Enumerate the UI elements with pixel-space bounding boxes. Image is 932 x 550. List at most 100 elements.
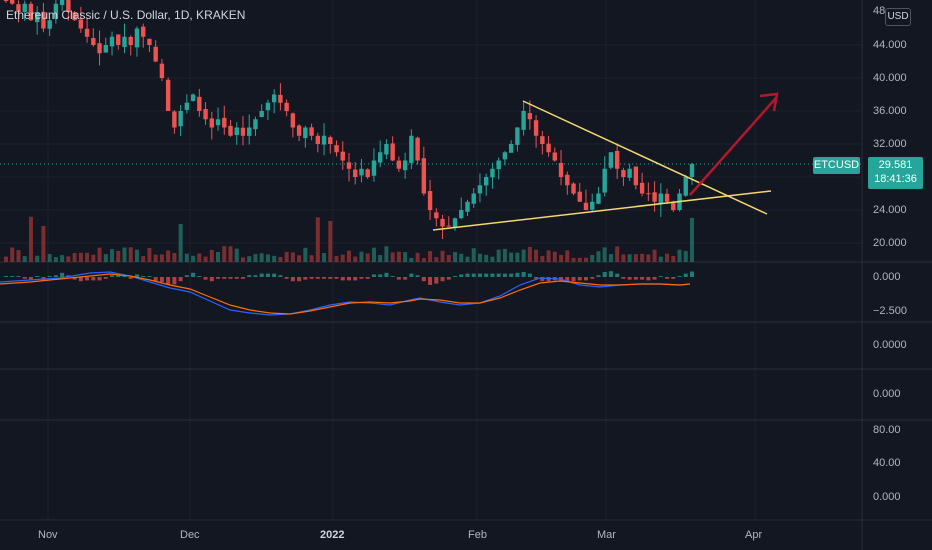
candle-body [496,160,501,170]
macd-hist-bar [172,277,177,285]
macd-hist-bar [153,277,158,282]
volume-bar [683,250,688,262]
macd-hist-bar [371,274,376,277]
candle-body [28,3,34,21]
volume-bar [222,246,227,262]
candle-body [165,79,171,111]
macd-hist-bar [677,276,682,277]
volume-bar [527,246,532,262]
volume-bar [640,253,645,262]
candle-body [552,152,557,161]
volume-bar [440,250,445,262]
candle-body [128,36,133,45]
volume-bar [396,251,401,262]
macd-hist-bar [334,277,339,279]
volume-bar [191,255,196,262]
candle-body [309,127,314,136]
volume-bar [178,223,183,262]
candle-body [53,3,59,19]
volume-bar [315,217,320,262]
candle-body [153,46,158,62]
volume-bar [340,254,345,262]
candle-body [34,12,40,23]
candle-body [396,160,402,169]
symbol-title[interactable]: Ethereum Classic / U.S. Dollar, 1D, KRAK… [6,8,246,22]
macd-hist-bar [166,277,171,285]
volume-bar [141,255,146,262]
volume-bar [60,255,65,262]
volume-bar [496,249,501,262]
volume-bar [240,257,245,262]
macd-hist-bar [396,277,401,280]
volume-bar [546,250,551,262]
volume-bar [552,251,557,262]
candle-body [340,151,345,161]
volume-bar [390,252,395,262]
volume-bar [465,256,470,262]
candle-body [502,152,508,160]
macd-hist-bar [496,273,501,277]
candle-body [465,201,470,212]
candle-body [197,96,202,111]
candle-body [683,177,688,196]
price-tick: 44.000 [873,39,907,51]
candle-body [689,163,695,177]
volume-bar [615,246,620,262]
macd-hist-bar [284,277,289,279]
volume-bar [110,249,115,262]
resistance-trendline[interactable] [522,100,768,215]
support-trendline[interactable] [432,190,772,231]
macd-hist-bar [658,276,663,277]
macd-hist-bar [97,277,102,281]
volume-bar [28,216,33,262]
macd-hist-bar [197,276,202,277]
currency-button[interactable]: USD [885,8,911,26]
macd-hist-bar [110,275,115,277]
macd-hist-bar [290,277,295,282]
macd-hist-bar [28,277,33,280]
volume-bar [172,253,177,262]
volume-bar [621,254,626,262]
macd-hist-bar [122,275,127,277]
price-tick: 32.000 [873,138,907,150]
macd-hist-bar [421,277,426,282]
macd-hist-bar [35,276,40,277]
projection-arrow[interactable] [689,92,779,196]
candle-body [253,119,258,130]
macd-hist-bar [309,277,314,279]
macd-hist-bar [434,277,439,284]
candle-body [271,94,277,103]
candle-body [321,135,327,145]
macd-hist-bar [365,277,370,279]
candle-body [415,137,420,161]
volume-bar [10,247,15,262]
macd-hist-bar [484,273,489,277]
volume-bar [671,255,676,262]
macd-hist-bar [521,272,526,277]
volume-bar [521,249,526,262]
macd-hist-bar [515,272,520,277]
candle-body [440,218,445,227]
macd-hist-bar [78,277,83,282]
macd-hist-bar [259,273,264,277]
volume-bar [47,254,52,262]
macd-hist-bar [234,277,239,279]
macd-hist-bar [640,277,645,280]
candle-body [515,127,520,145]
candle-body [664,193,670,202]
macd-hist-bar [596,275,601,277]
candle-body [22,3,27,13]
candle-body [571,183,576,194]
candle-body [446,225,451,227]
candle-body [558,162,564,177]
volume-bar [78,252,83,262]
volume-bar [665,253,670,262]
candle-body [141,26,146,37]
candle-body [278,94,283,103]
time-tick-apr: Apr [745,529,763,541]
volume-bar [459,253,464,262]
volume-bar [365,253,370,262]
candle-body [546,143,551,153]
macd-hist-bar [652,277,657,280]
